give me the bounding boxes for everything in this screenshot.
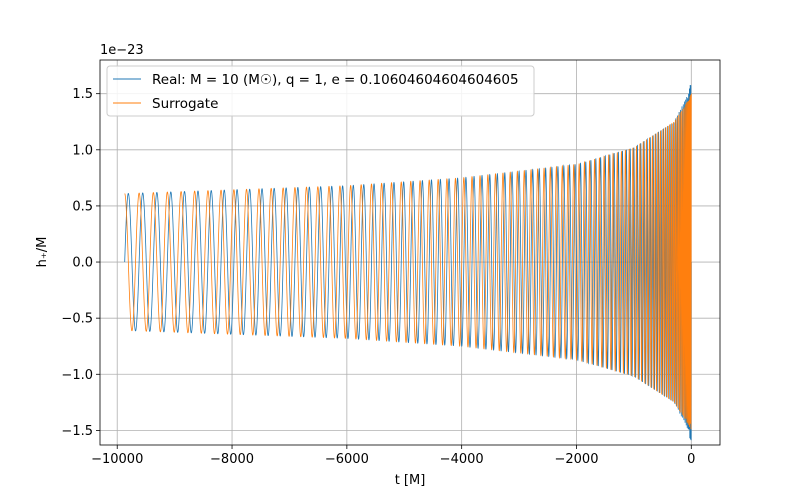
plot-area [124,84,692,441]
series-layer [124,84,692,441]
y-tick-label: 0.5 [72,199,93,214]
y-tick-label: −0.5 [61,312,93,327]
x-tick-label: −2000 [554,452,598,467]
x-tick-label: −10000 [91,452,143,467]
series-line-1 [124,93,692,430]
y-tick-label: 0.0 [72,256,93,271]
y-tick-label: 1.0 [72,143,93,158]
x-axis-ticks: −10000 −8000 −6000 −4000 −2000 0 [91,445,695,467]
legend-label-real: Real: M = 10 (M☉), q = 1, e = 0.10604604… [152,72,519,88]
x-axis-label: t [M] [395,473,426,488]
y-tick-label: −1.0 [61,368,93,383]
x-tick-label: −8000 [210,452,254,467]
x-tick-label: −4000 [440,452,484,467]
y-tick-label: −1.5 [61,424,93,439]
legend-box [106,65,535,117]
x-tick-label: −6000 [325,452,369,467]
legend: Real: M = 10 (M☉), q = 1, e = 0.10604604… [106,65,535,117]
axes-frame [99,59,721,446]
series-line-0 [124,84,692,441]
y-axis-ticks: −1.5 −1.0 −0.5 0.0 0.5 1.0 1.5 [61,87,100,439]
y-axis-label: h₊/M [35,237,50,268]
legend-label-surrogate: Surrogate [152,96,218,112]
y-tick-label: 1.5 [72,87,93,102]
y-offset-label: 1e−23 [100,43,144,58]
x-tick-label: 0 [687,452,695,467]
